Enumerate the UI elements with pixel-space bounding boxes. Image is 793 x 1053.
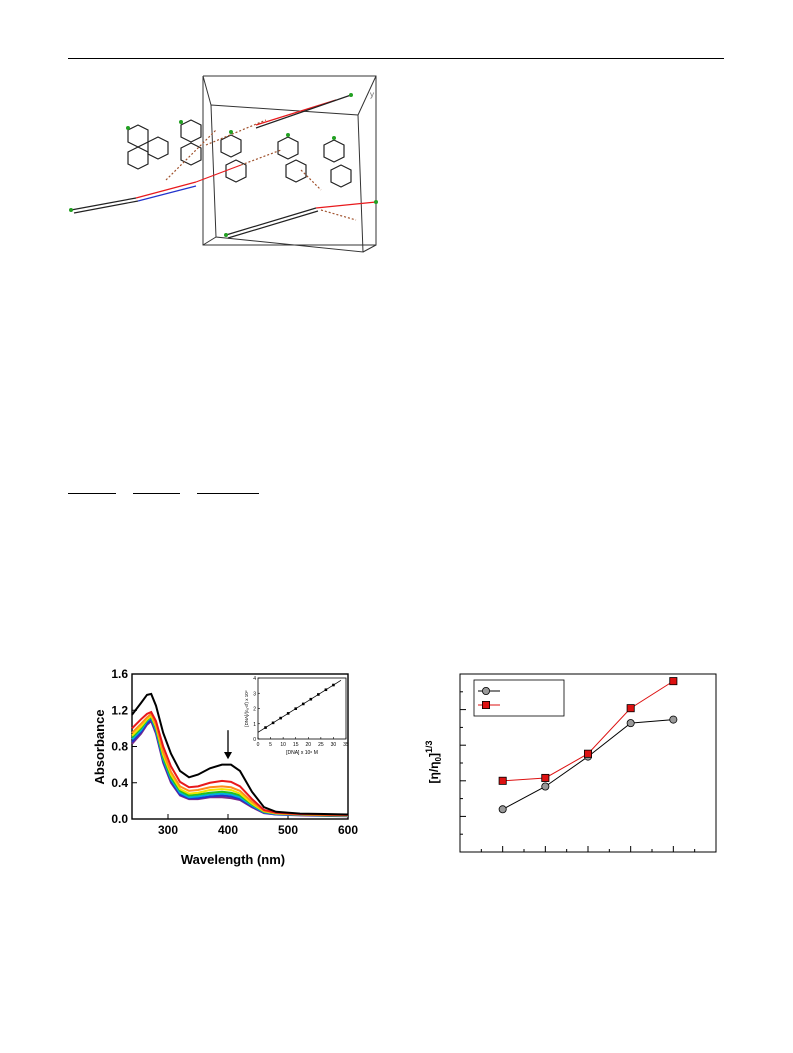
- inset-y-tick-label: 0: [253, 737, 256, 743]
- visc-square-point: [583, 749, 592, 758]
- rule-segment: [197, 493, 259, 494]
- inset-data-point: [264, 726, 267, 729]
- uv-x-tick-label: 400: [218, 823, 238, 837]
- inset-ylabel: [DNA]/(εₐ-εf) x 10⁹: [244, 690, 249, 726]
- inset-data-point: [301, 702, 305, 706]
- inset-data-point: [332, 683, 335, 687]
- visc-square-point: [669, 677, 678, 686]
- inset-x-tick-label: 0: [257, 742, 260, 748]
- rule-segment: [68, 493, 116, 494]
- visc-circle-point: [498, 805, 507, 814]
- uv-y-tick-label: 0.8: [111, 740, 128, 754]
- visc-circle-point: [669, 715, 678, 724]
- visc-square-point: [498, 776, 507, 785]
- uv-y-tick-label: 1.2: [111, 703, 128, 717]
- inset-x-tick-label: 20: [306, 742, 312, 748]
- viscosity-chart: [η/η0]1/3: [424, 673, 717, 853]
- inset-data-point: [286, 712, 290, 715]
- uv-y-tick-label: 1.6: [111, 667, 128, 681]
- uv-series-group: [131, 692, 349, 818]
- uv-arrow-head: [224, 751, 232, 760]
- visc-legend-box: [473, 679, 565, 717]
- molecule-right: [225, 94, 377, 239]
- rule-segment: [133, 493, 180, 494]
- inset-data-point: [279, 716, 282, 720]
- inset-x-tick-label: 5: [269, 742, 272, 748]
- uv-x-tick-label: 500: [278, 823, 298, 837]
- uv-xlabel: Wavelength (nm): [181, 852, 285, 867]
- uv-x-tick-label: 300: [158, 823, 178, 837]
- inset-x-tick-label: 25: [318, 742, 324, 748]
- visc-legend-marker-2: [482, 701, 491, 710]
- viscosity-ylabel: [η/η0]1/3: [424, 741, 443, 784]
- inset-data-point: [324, 688, 328, 692]
- inset-y-tick-label: 1: [253, 722, 256, 728]
- visc-legend-marker-1: [482, 686, 491, 695]
- inset-data-point: [309, 697, 313, 701]
- viscosity-legend: [473, 679, 565, 717]
- uv-y-tick-label: 0.0: [111, 812, 128, 826]
- inset-x-tick-label: 30: [331, 742, 337, 748]
- axis-letter-y: y: [370, 90, 374, 99]
- crystal-packing-figure: y: [69, 75, 378, 253]
- inset-xlabel: [DNA] x 10⁶ M: [286, 750, 318, 756]
- terminal-atoms: [69, 93, 378, 237]
- inset-data-point: [294, 707, 298, 710]
- uv-inset-chart: 0 5 10 15 20 25 30 35 0 1 2 3 4 [DNA] x 10⁶ M [DNA]/(ε…: [244, 676, 349, 756]
- uv-series-line: [131, 692, 349, 816]
- visc-circle-point: [541, 782, 550, 791]
- inset-y-tick-label: 3: [253, 691, 256, 697]
- inset-frame: [257, 677, 347, 740]
- header-rule: [68, 58, 724, 59]
- unit-cell-box: [202, 75, 377, 253]
- viscosity-series-group: [498, 677, 678, 814]
- inset-data-point: [271, 721, 275, 725]
- inset-y-tick-label: 4: [253, 676, 256, 682]
- inset-data-point: [317, 693, 320, 696]
- inset-x-tick-label: 15: [293, 742, 299, 748]
- molecule-middle: [180, 119, 247, 183]
- inset-y-tick-label: 2: [253, 707, 256, 713]
- visc-circle-point: [626, 719, 635, 728]
- uv-x-tick-label: 600: [338, 823, 358, 837]
- visc-square-point: [541, 773, 550, 782]
- visc-square-point: [626, 704, 635, 713]
- hydrogen-bonds: [165, 119, 357, 221]
- uv-ylabel: Absorbance: [92, 709, 107, 784]
- inset-x-tick-label: 35: [343, 742, 349, 748]
- visc-series-line: [502, 719, 674, 810]
- viscosity-axes: [459, 673, 717, 853]
- molecule-left: [70, 124, 197, 214]
- uv-series-line: [131, 710, 349, 816]
- inset-x-tick-label: 10: [280, 742, 286, 748]
- uv-y-tick-label: 0.4: [111, 776, 128, 790]
